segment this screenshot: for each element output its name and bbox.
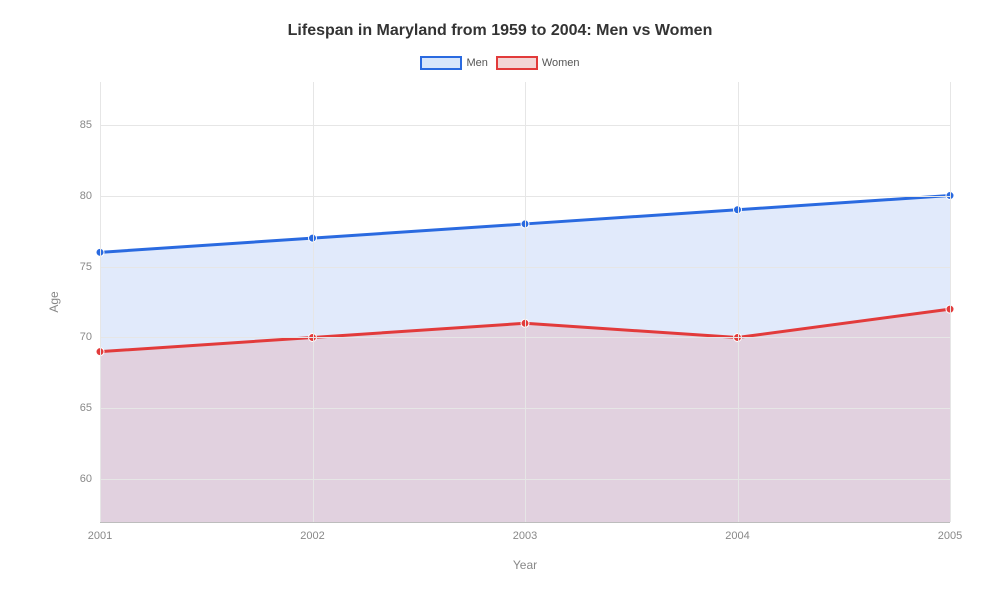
legend-swatch-men bbox=[420, 56, 462, 70]
x-grid-line bbox=[738, 82, 739, 522]
x-tick-label: 2004 bbox=[725, 522, 749, 542]
y-tick-label: 70 bbox=[80, 331, 100, 343]
y-axis-label: Age bbox=[47, 291, 61, 312]
x-tick-label: 2005 bbox=[938, 522, 962, 542]
x-axis-label: Year bbox=[513, 558, 537, 572]
chart-title: Lifespan in Maryland from 1959 to 2004: … bbox=[0, 22, 1000, 40]
x-tick-label: 2001 bbox=[88, 522, 112, 542]
legend-label-men: Men bbox=[466, 57, 487, 69]
legend: Men Women bbox=[0, 56, 1000, 70]
x-tick-label: 2002 bbox=[300, 522, 324, 542]
x-grid-line bbox=[313, 82, 314, 522]
x-tick-label: 2003 bbox=[513, 522, 537, 542]
y-tick-label: 75 bbox=[80, 261, 100, 273]
x-grid-line bbox=[525, 82, 526, 522]
x-grid-line bbox=[100, 82, 101, 522]
x-grid-line bbox=[950, 82, 951, 522]
y-tick-label: 80 bbox=[80, 190, 100, 202]
plot-area: Age Year 6065707580852001200220032004200… bbox=[100, 82, 950, 522]
y-tick-label: 60 bbox=[80, 473, 100, 485]
x-axis-line bbox=[100, 522, 950, 523]
legend-swatch-women bbox=[496, 56, 538, 70]
legend-item-women: Women bbox=[496, 56, 580, 70]
y-tick-label: 65 bbox=[80, 402, 100, 414]
legend-label-women: Women bbox=[542, 57, 580, 69]
legend-item-men: Men bbox=[420, 56, 487, 70]
y-tick-label: 85 bbox=[80, 119, 100, 131]
